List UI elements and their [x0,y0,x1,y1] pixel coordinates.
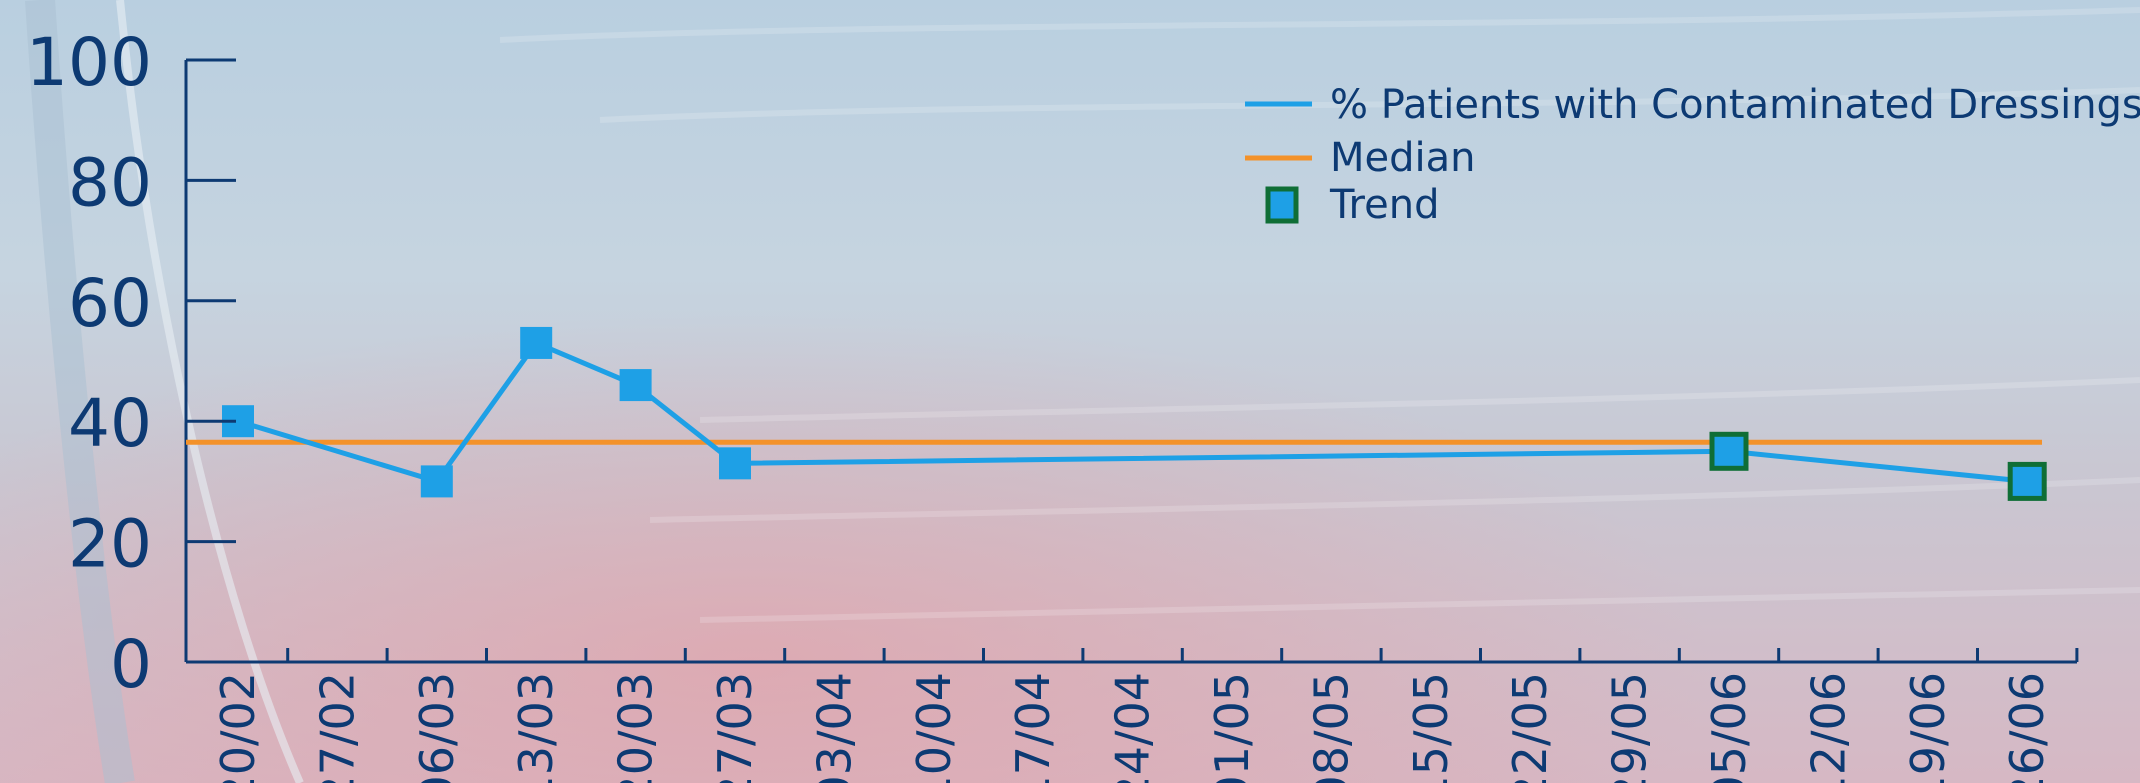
x-tick-label: 24/04 [1106,672,1160,783]
legend-label-trend: Trend [1329,182,1439,228]
x-axis-ticks: 20/02 27/02 06/03 13/03 20/03 27/03 03/04 10/04… [211,648,2079,783]
data-point [520,326,553,359]
x-tick-label: 29/05 [1603,672,1657,783]
x-tick-label: 20/02 [211,672,265,783]
x-tick-label: 01/05 [1205,672,1259,783]
x-tick-label: 03/04 [807,672,861,783]
legend-label-median: Median [1330,135,1476,181]
data-point [719,447,751,480]
contaminated-dressings-series [222,326,2047,501]
x-tick-label: 10/04 [907,672,961,783]
y-tick-label: 60 [68,265,152,342]
x-tick-label: 15/05 [1404,672,1458,783]
x-tick-label: 27/02 [310,672,364,783]
x-tick-label: 05/06 [1702,672,1756,783]
series-line [237,339,2028,485]
legend-swatch-trend [1265,186,1299,224]
y-tick-label: 20 [68,506,152,583]
x-tick-label: 17/04 [1006,672,1060,783]
x-tick-label: 19/06 [1901,672,1955,783]
y-tick-label: 40 [68,385,152,462]
x-tick-label: 06/03 [410,672,464,783]
x-tick-label: 27/03 [708,672,762,783]
legend-label-series: % Patients with Contaminated Dressings [1330,82,2140,128]
x-tick-label: 26/06 [2000,672,2054,783]
data-point [619,369,652,402]
x-tick-label: 08/05 [1304,672,1358,783]
legend: % Patients with Contaminated Dressings M… [1245,82,2140,228]
y-tick-label: 80 [68,144,152,221]
x-tick-label: 12/06 [1801,672,1855,783]
y-tick-label: 0 [110,626,152,703]
x-tick-label: 20/03 [609,672,663,783]
y-tick-label: 100 [26,24,152,101]
trend-point [2007,461,2047,501]
data-point [420,465,453,498]
x-tick-label: 22/05 [1503,672,1557,783]
y-axis-ticks: 0 20 40 60 80 100 [26,24,236,703]
x-tick-label: 13/03 [509,672,563,783]
trend-point [1709,431,1749,471]
chart-axes [184,60,2077,664]
